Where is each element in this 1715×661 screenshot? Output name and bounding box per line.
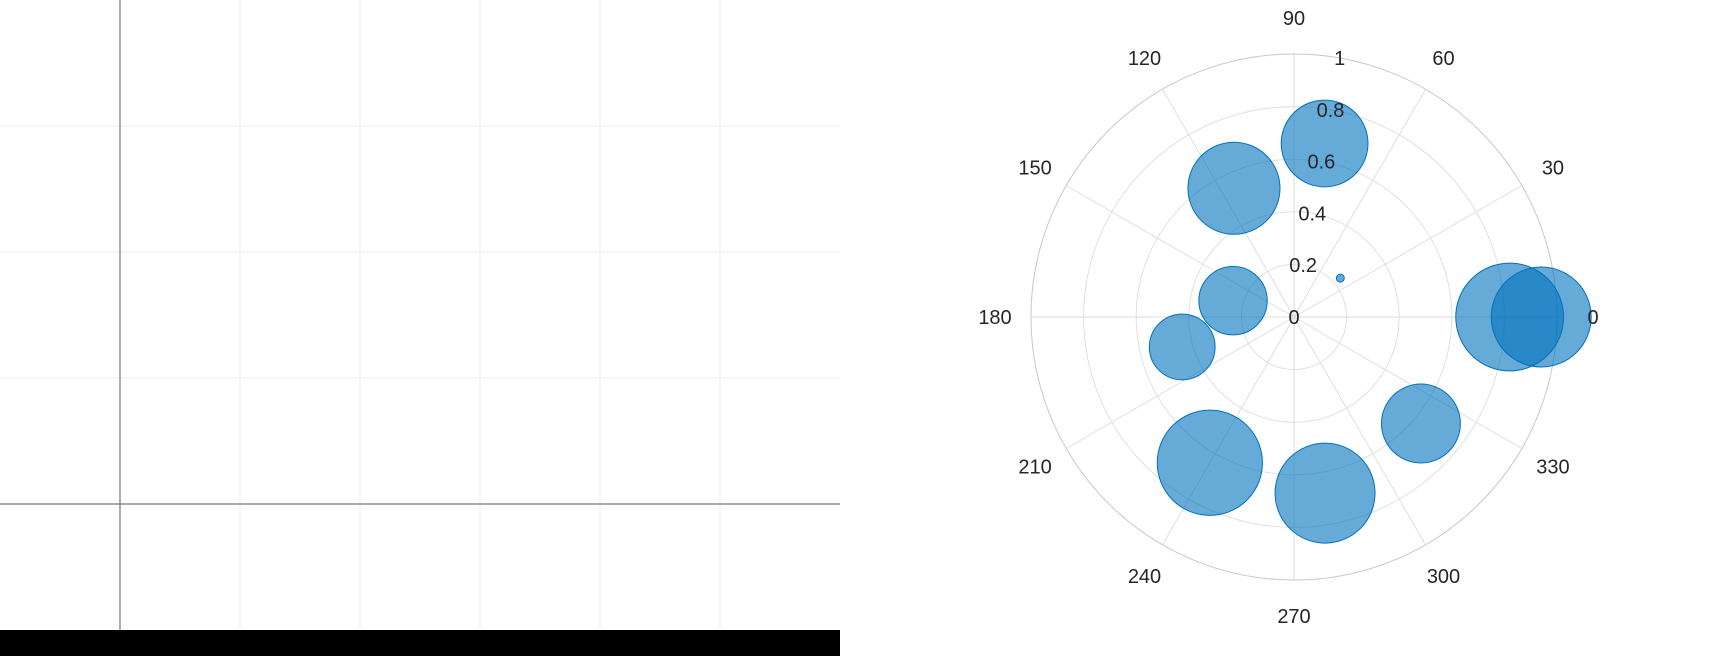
- bubble-markers: [1148, 99, 1592, 544]
- theta-grid-spoke: [1293, 316, 1523, 449]
- bubble-marker: [1198, 265, 1268, 336]
- bubble-marker: [1455, 262, 1565, 372]
- cartesian-chart-panel: [0, 0, 840, 656]
- bubble-marker: [1380, 383, 1461, 464]
- bubble-marker: [1156, 409, 1263, 516]
- theta-tick-label: 300: [1427, 566, 1460, 588]
- theta-grid-spoke: [1293, 88, 1426, 318]
- theta-tick-label: 180: [978, 307, 1011, 329]
- bubble-marker: [1148, 313, 1216, 381]
- theta-tick-label: 270: [1277, 606, 1310, 628]
- r-tick-label: 0.2: [1289, 255, 1317, 277]
- bubble-marker: [1274, 442, 1376, 544]
- theta-tick-label: 330: [1536, 457, 1569, 479]
- polar-chart-panel: 0 30 60 90 120 150 180 210 240 270 300 330 0 0.2 0.4 0.…: [840, 0, 1715, 656]
- r-tick-label: 1: [1334, 48, 1345, 70]
- bubble-marker: [1187, 141, 1281, 235]
- theta-grid-spoke: [1293, 185, 1523, 318]
- theta-grid-spoke: [1293, 316, 1426, 546]
- polar-tick-labels: 0 30 60 90 120 150 180 210 240 270 300 330 0 0.2 0.4 0.…: [978, 8, 1598, 628]
- cartesian-grid: [0, 0, 840, 630]
- theta-tick-label: 60: [1432, 48, 1454, 70]
- r-tick-label: 0: [1288, 307, 1299, 329]
- theta-tick-label: 210: [1018, 457, 1051, 479]
- theta-tick-label: 120: [1128, 48, 1161, 70]
- polar-grid: [1030, 53, 1558, 581]
- theta-tick-label: 150: [1018, 158, 1051, 180]
- theta-tick-label: 240: [1128, 566, 1161, 588]
- bubble-marker: [1335, 273, 1345, 283]
- theta-tick-label: 90: [1283, 8, 1305, 30]
- bubble-marker: [1280, 99, 1369, 188]
- r-tick-label: 0.6: [1307, 152, 1335, 174]
- r-tick-label: 0.8: [1317, 100, 1345, 122]
- theta-tick-label: 0: [1587, 307, 1598, 329]
- theta-grid-spoke: [1065, 316, 1295, 449]
- bottom-black-band: [0, 630, 840, 656]
- theta-tick-label: 30: [1542, 158, 1564, 180]
- cartesian-chart: [0, 0, 840, 656]
- r-tick-label: 0.4: [1298, 203, 1326, 225]
- polar-bubble-chart: 0 30 60 90 120 150 180 210 240 270 300 330 0 0.2 0.4 0.…: [978, 8, 1598, 628]
